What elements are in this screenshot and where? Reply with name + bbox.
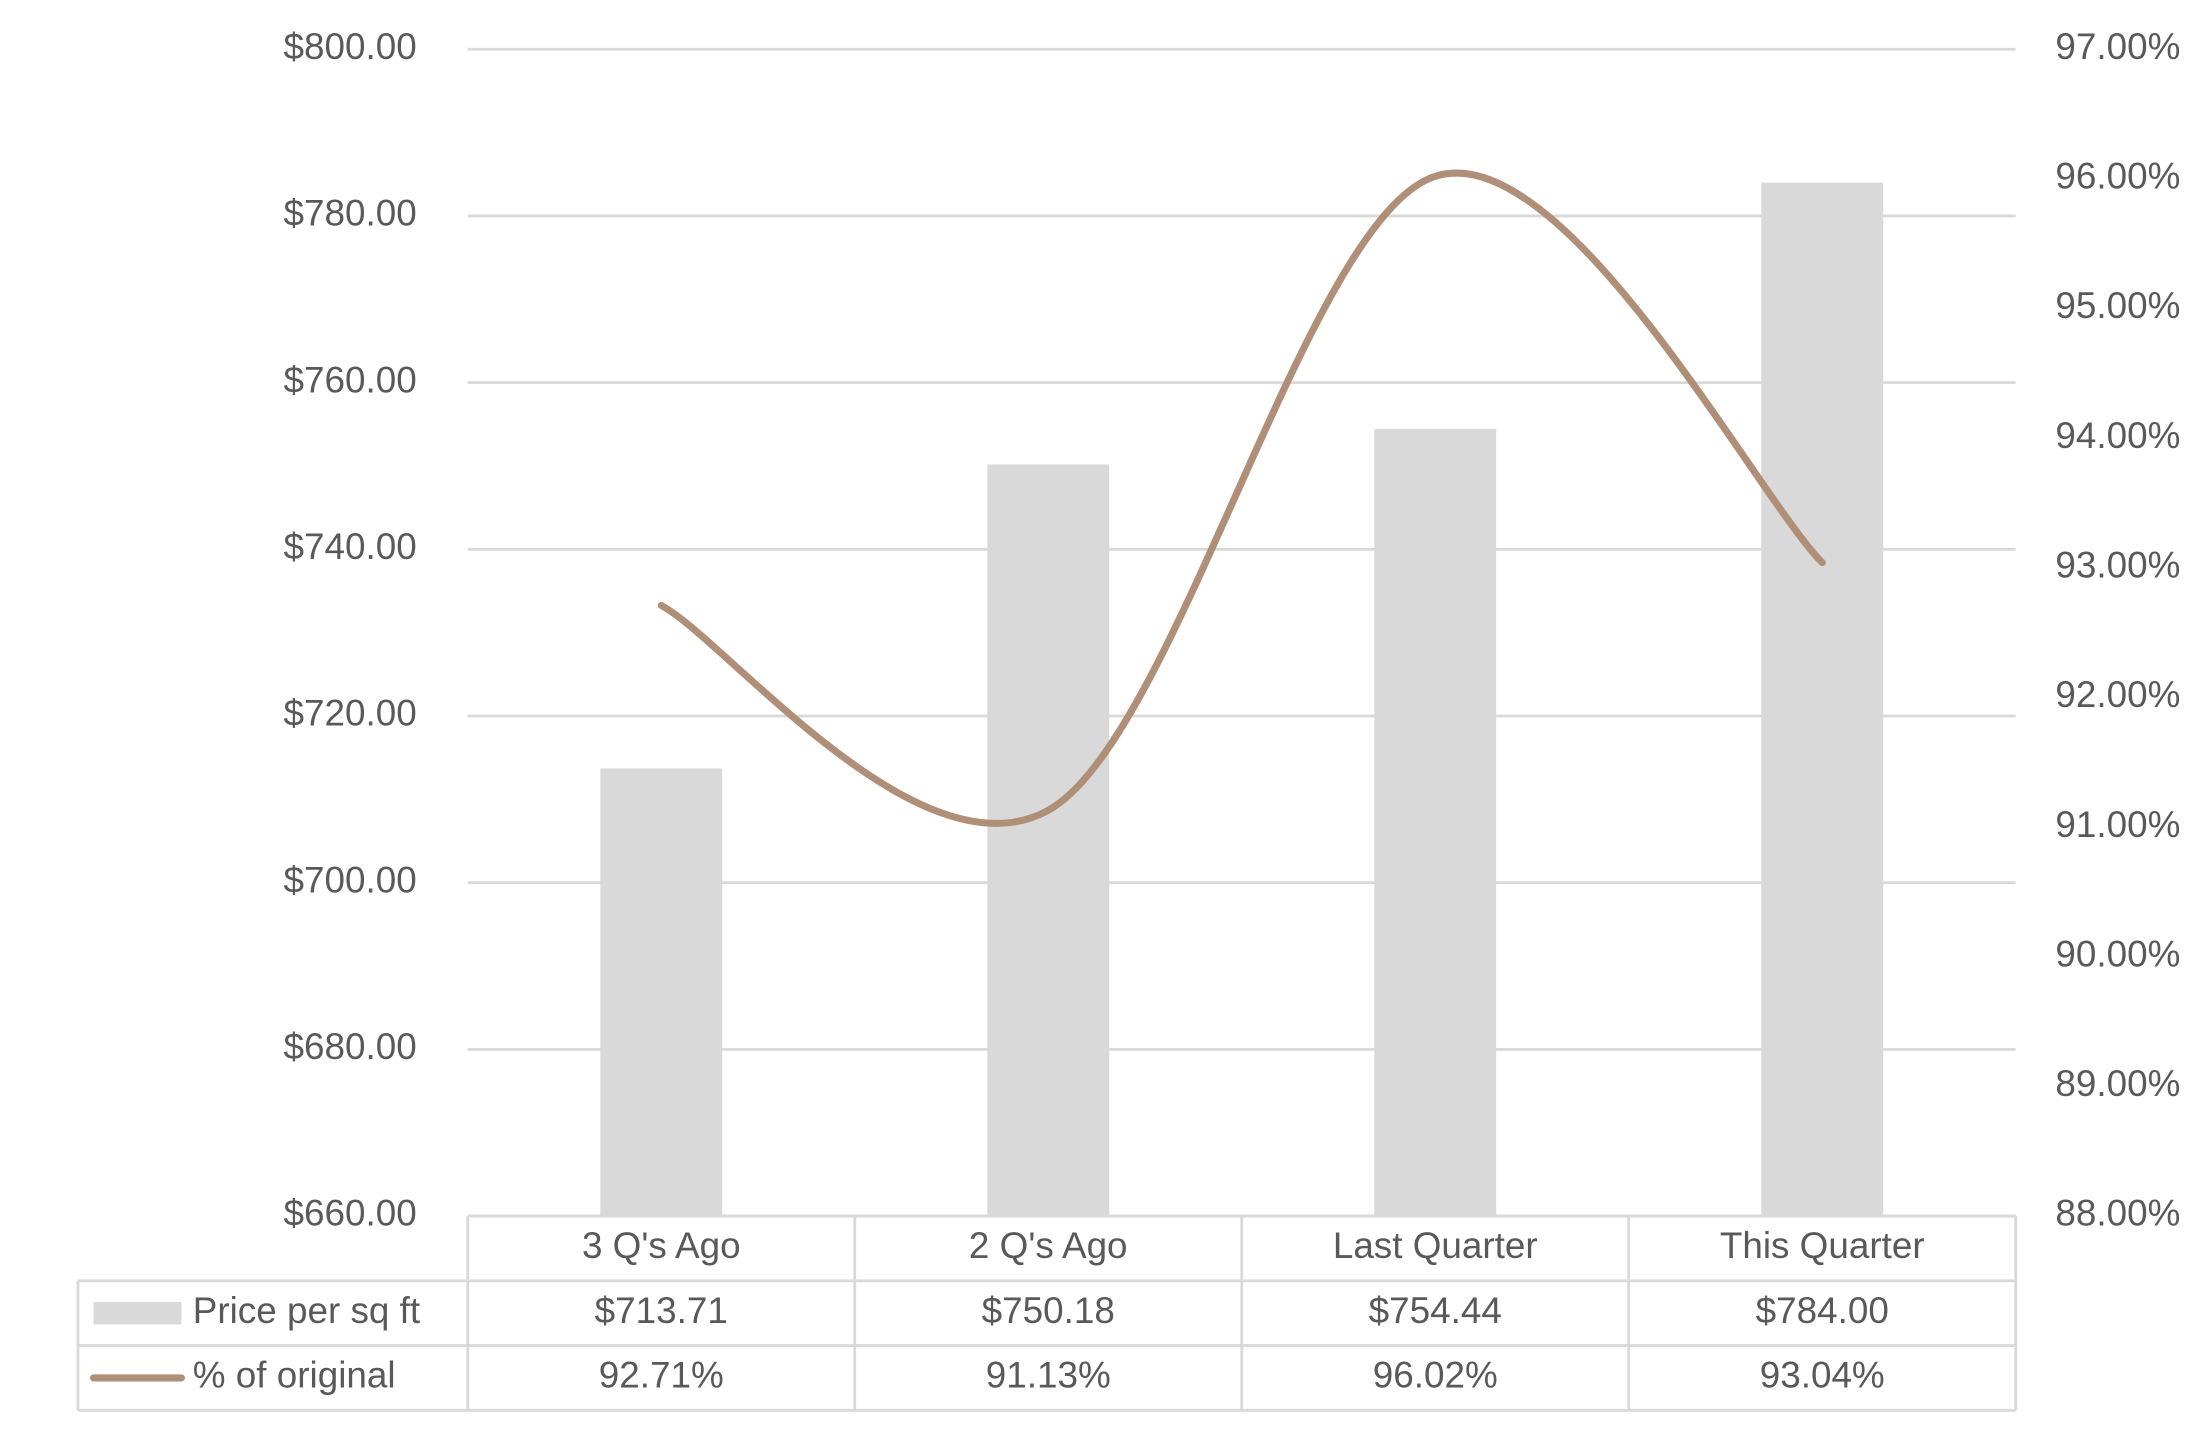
y-tick-label: $740.00 [284,526,417,567]
line [657,169,1826,827]
y2-tick-label: 89.00% [2055,1063,2180,1104]
x-tick-label: 3 Q's Ago [582,1225,741,1266]
x-tick-label: This Quarter [1720,1225,1925,1266]
legend-label: % of original [193,1355,396,1396]
y-tick-label: $680.00 [284,1026,417,1067]
y-tick-label: $760.00 [284,359,417,400]
data-label: $754.44 [1369,1290,1502,1331]
bar [1761,182,1884,1217]
legend-key [93,1301,182,1325]
y2-tick-label: 97.00% [2055,26,2180,67]
legend-label: Price per sq ft [193,1290,420,1331]
y2-tick-label: 88.00% [2055,1193,2180,1234]
y2-tick-label: 95.00% [2055,285,2180,326]
data-label: 91.13% [986,1355,1111,1396]
y-tick-label: $780.00 [284,193,417,234]
y-tick-label: $720.00 [284,693,417,734]
y2-tick-label: 92.00% [2055,674,2180,715]
x-tick-label: 2 Q's Ago [969,1225,1128,1266]
y2-tick-label: 96.00% [2055,156,2180,197]
data-label: $713.71 [595,1290,728,1331]
data-label: 92.71% [599,1355,724,1396]
y2-tick-label: 94.00% [2055,415,2180,456]
y2-tick-label: 91.00% [2055,804,2180,845]
y-tick-label: $800.00 [284,26,417,67]
data-label: $750.18 [982,1290,1115,1331]
y-tick-label: $660.00 [284,1193,417,1234]
y2-tick-label: 90.00% [2055,934,2180,975]
y-tick-label: $700.00 [284,859,417,900]
y2-tick-label: 93.00% [2055,545,2180,586]
bar [600,768,723,1217]
data-label: 93.04% [1760,1355,1885,1396]
data-label: 96.02% [1373,1355,1498,1396]
x-tick-label: Last Quarter [1333,1225,1538,1266]
data-label: $784.00 [1756,1290,1889,1331]
bar [987,464,1110,1217]
bar [1374,428,1497,1217]
